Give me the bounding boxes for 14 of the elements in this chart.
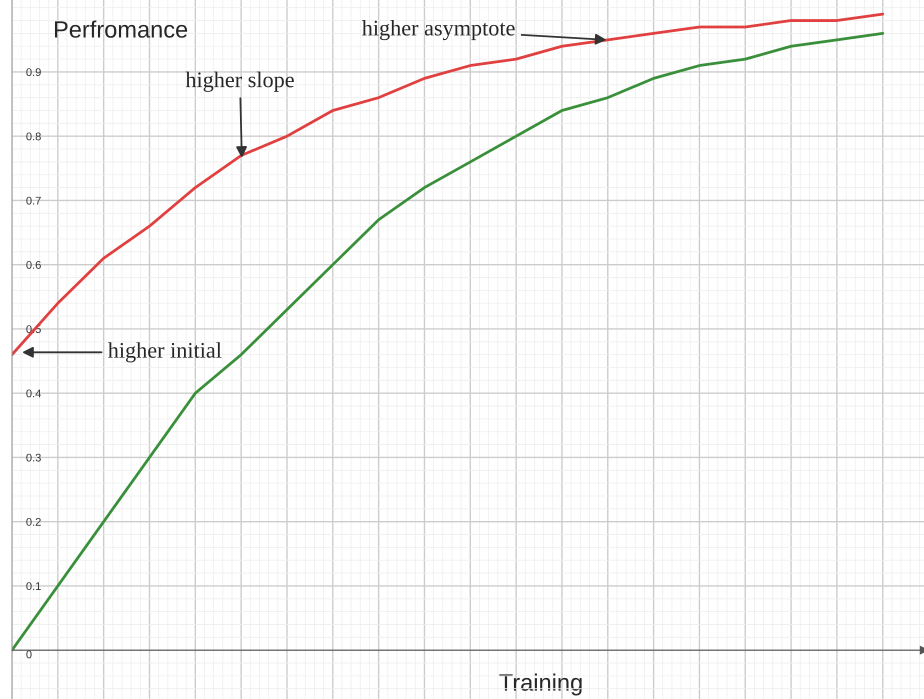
annotation: higher asymptote bbox=[362, 20, 515, 40]
y-tick-label: 0.9 bbox=[26, 68, 41, 76]
y-tick-label: 0.1 bbox=[26, 582, 41, 590]
x-axis-title: Training bbox=[499, 673, 582, 696]
y-tick-label: 0.4 bbox=[26, 389, 42, 398]
y-tick-label: 0.6 bbox=[26, 260, 41, 269]
y-tick-label: 0.7 bbox=[26, 196, 41, 205]
y-axis-title: Perfromance bbox=[54, 20, 188, 38]
y-tick-label: 0 bbox=[26, 650, 32, 658]
y-tick-label: 0.8 bbox=[26, 132, 41, 140]
y-tick-label: 0.3 bbox=[26, 454, 41, 462]
y-tick-label: 0.2 bbox=[26, 518, 41, 526]
annotation: higher slope bbox=[186, 72, 294, 92]
annotation: higher initial bbox=[108, 342, 222, 362]
